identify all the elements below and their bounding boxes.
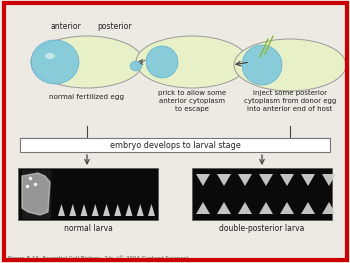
Polygon shape — [126, 204, 133, 216]
Ellipse shape — [234, 39, 346, 91]
Polygon shape — [259, 202, 273, 214]
Ellipse shape — [31, 36, 143, 88]
Polygon shape — [114, 204, 121, 216]
Text: prick to allow some
anterior cytoplasm
to escape: prick to allow some anterior cytoplasm t… — [158, 90, 226, 112]
Polygon shape — [22, 173, 50, 215]
Polygon shape — [22, 170, 50, 218]
Polygon shape — [217, 202, 231, 214]
Text: inject some posterior
cytoplasm from donor egg
into anterior end of host: inject some posterior cytoplasm from don… — [244, 90, 336, 112]
Polygon shape — [148, 204, 155, 216]
Text: Figure 8-16  Essential Cell Biology, 2/e. (© 2004 Garland Science): Figure 8-16 Essential Cell Biology, 2/e.… — [8, 255, 189, 261]
Text: embryo develops to larval stage: embryo develops to larval stage — [110, 140, 240, 149]
Polygon shape — [301, 174, 315, 186]
Polygon shape — [69, 204, 76, 216]
Ellipse shape — [146, 46, 178, 78]
Polygon shape — [58, 204, 65, 216]
Text: normal fertilized egg: normal fertilized egg — [49, 94, 125, 100]
Polygon shape — [238, 202, 252, 214]
Polygon shape — [238, 174, 252, 186]
Ellipse shape — [136, 36, 248, 88]
Ellipse shape — [242, 45, 282, 85]
Polygon shape — [259, 174, 273, 186]
Polygon shape — [322, 174, 336, 186]
Bar — [18, 168, 158, 220]
Text: posterior: posterior — [98, 22, 132, 31]
Bar — [192, 168, 332, 220]
Text: anterior: anterior — [51, 22, 81, 31]
Polygon shape — [196, 174, 210, 186]
Polygon shape — [322, 202, 336, 214]
Polygon shape — [280, 202, 294, 214]
Polygon shape — [80, 204, 88, 216]
Polygon shape — [301, 202, 315, 214]
Polygon shape — [280, 174, 294, 186]
Polygon shape — [103, 204, 110, 216]
FancyBboxPatch shape — [20, 138, 330, 152]
Ellipse shape — [45, 53, 55, 59]
Ellipse shape — [31, 40, 79, 84]
Text: normal larva: normal larva — [64, 224, 112, 233]
Text: double-posterior larva: double-posterior larva — [219, 224, 305, 233]
Polygon shape — [137, 204, 144, 216]
Ellipse shape — [130, 61, 142, 71]
Polygon shape — [196, 202, 210, 214]
Polygon shape — [92, 204, 99, 216]
Polygon shape — [217, 174, 231, 186]
